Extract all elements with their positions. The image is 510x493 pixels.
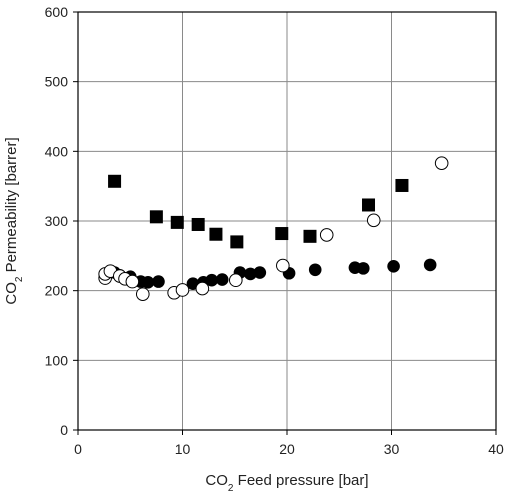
data-point-square xyxy=(362,198,376,212)
data-point-filled-circle xyxy=(152,275,165,288)
data-point-open-circle xyxy=(125,274,140,289)
y-tick-label: 400 xyxy=(45,143,69,159)
data-point-filled-circle xyxy=(253,266,267,279)
data-point-open-circle xyxy=(434,156,449,170)
y-tick-label: 500 xyxy=(45,74,69,90)
x-tick-label: 40 xyxy=(488,441,504,457)
grid xyxy=(78,12,496,430)
data-point-filled-circle xyxy=(423,258,437,272)
data-point-filled-circle xyxy=(308,263,322,277)
y-tick-label: 0 xyxy=(60,422,68,438)
data-point-filled-circle xyxy=(205,273,219,287)
y-tick-label: 100 xyxy=(45,352,69,368)
y-tick-label: 200 xyxy=(45,283,69,299)
data-point-filled-circle xyxy=(356,262,370,275)
data-point-square xyxy=(395,178,409,192)
x-tick-label: 30 xyxy=(384,441,400,457)
y-axis-title: CO2 Permeability [barrer] xyxy=(3,137,25,304)
data-points xyxy=(98,156,449,301)
data-point-square xyxy=(303,229,317,243)
data-point-open-circle xyxy=(276,258,290,273)
data-point-open-circle xyxy=(135,287,150,301)
data-point-square xyxy=(275,227,289,241)
x-tick-label: 0 xyxy=(74,441,82,457)
data-point-filled-circle xyxy=(244,267,257,281)
data-point-square xyxy=(108,174,122,188)
data-point-square xyxy=(230,235,244,249)
y-tick-label: 300 xyxy=(45,213,69,229)
data-point-open-circle xyxy=(366,213,381,228)
data-point-open-circle xyxy=(195,281,210,296)
data-point-filled-circle xyxy=(387,259,400,273)
y-tick-label: 600 xyxy=(45,4,69,20)
data-point-open-circle xyxy=(228,273,243,288)
data-point-square xyxy=(209,227,223,241)
data-point-square xyxy=(149,210,163,224)
data-point-open-circle xyxy=(319,228,334,242)
data-point-filled-circle xyxy=(141,276,155,289)
data-point-square xyxy=(170,215,184,229)
x-axis-title: CO2 Feed pressure [bar] xyxy=(205,472,368,493)
data-point-square xyxy=(191,217,205,231)
x-tick-label: 10 xyxy=(175,441,191,457)
data-point-filled-circle xyxy=(215,273,229,286)
data-point-open-circle xyxy=(175,283,190,297)
x-tick-label: 20 xyxy=(279,441,295,457)
